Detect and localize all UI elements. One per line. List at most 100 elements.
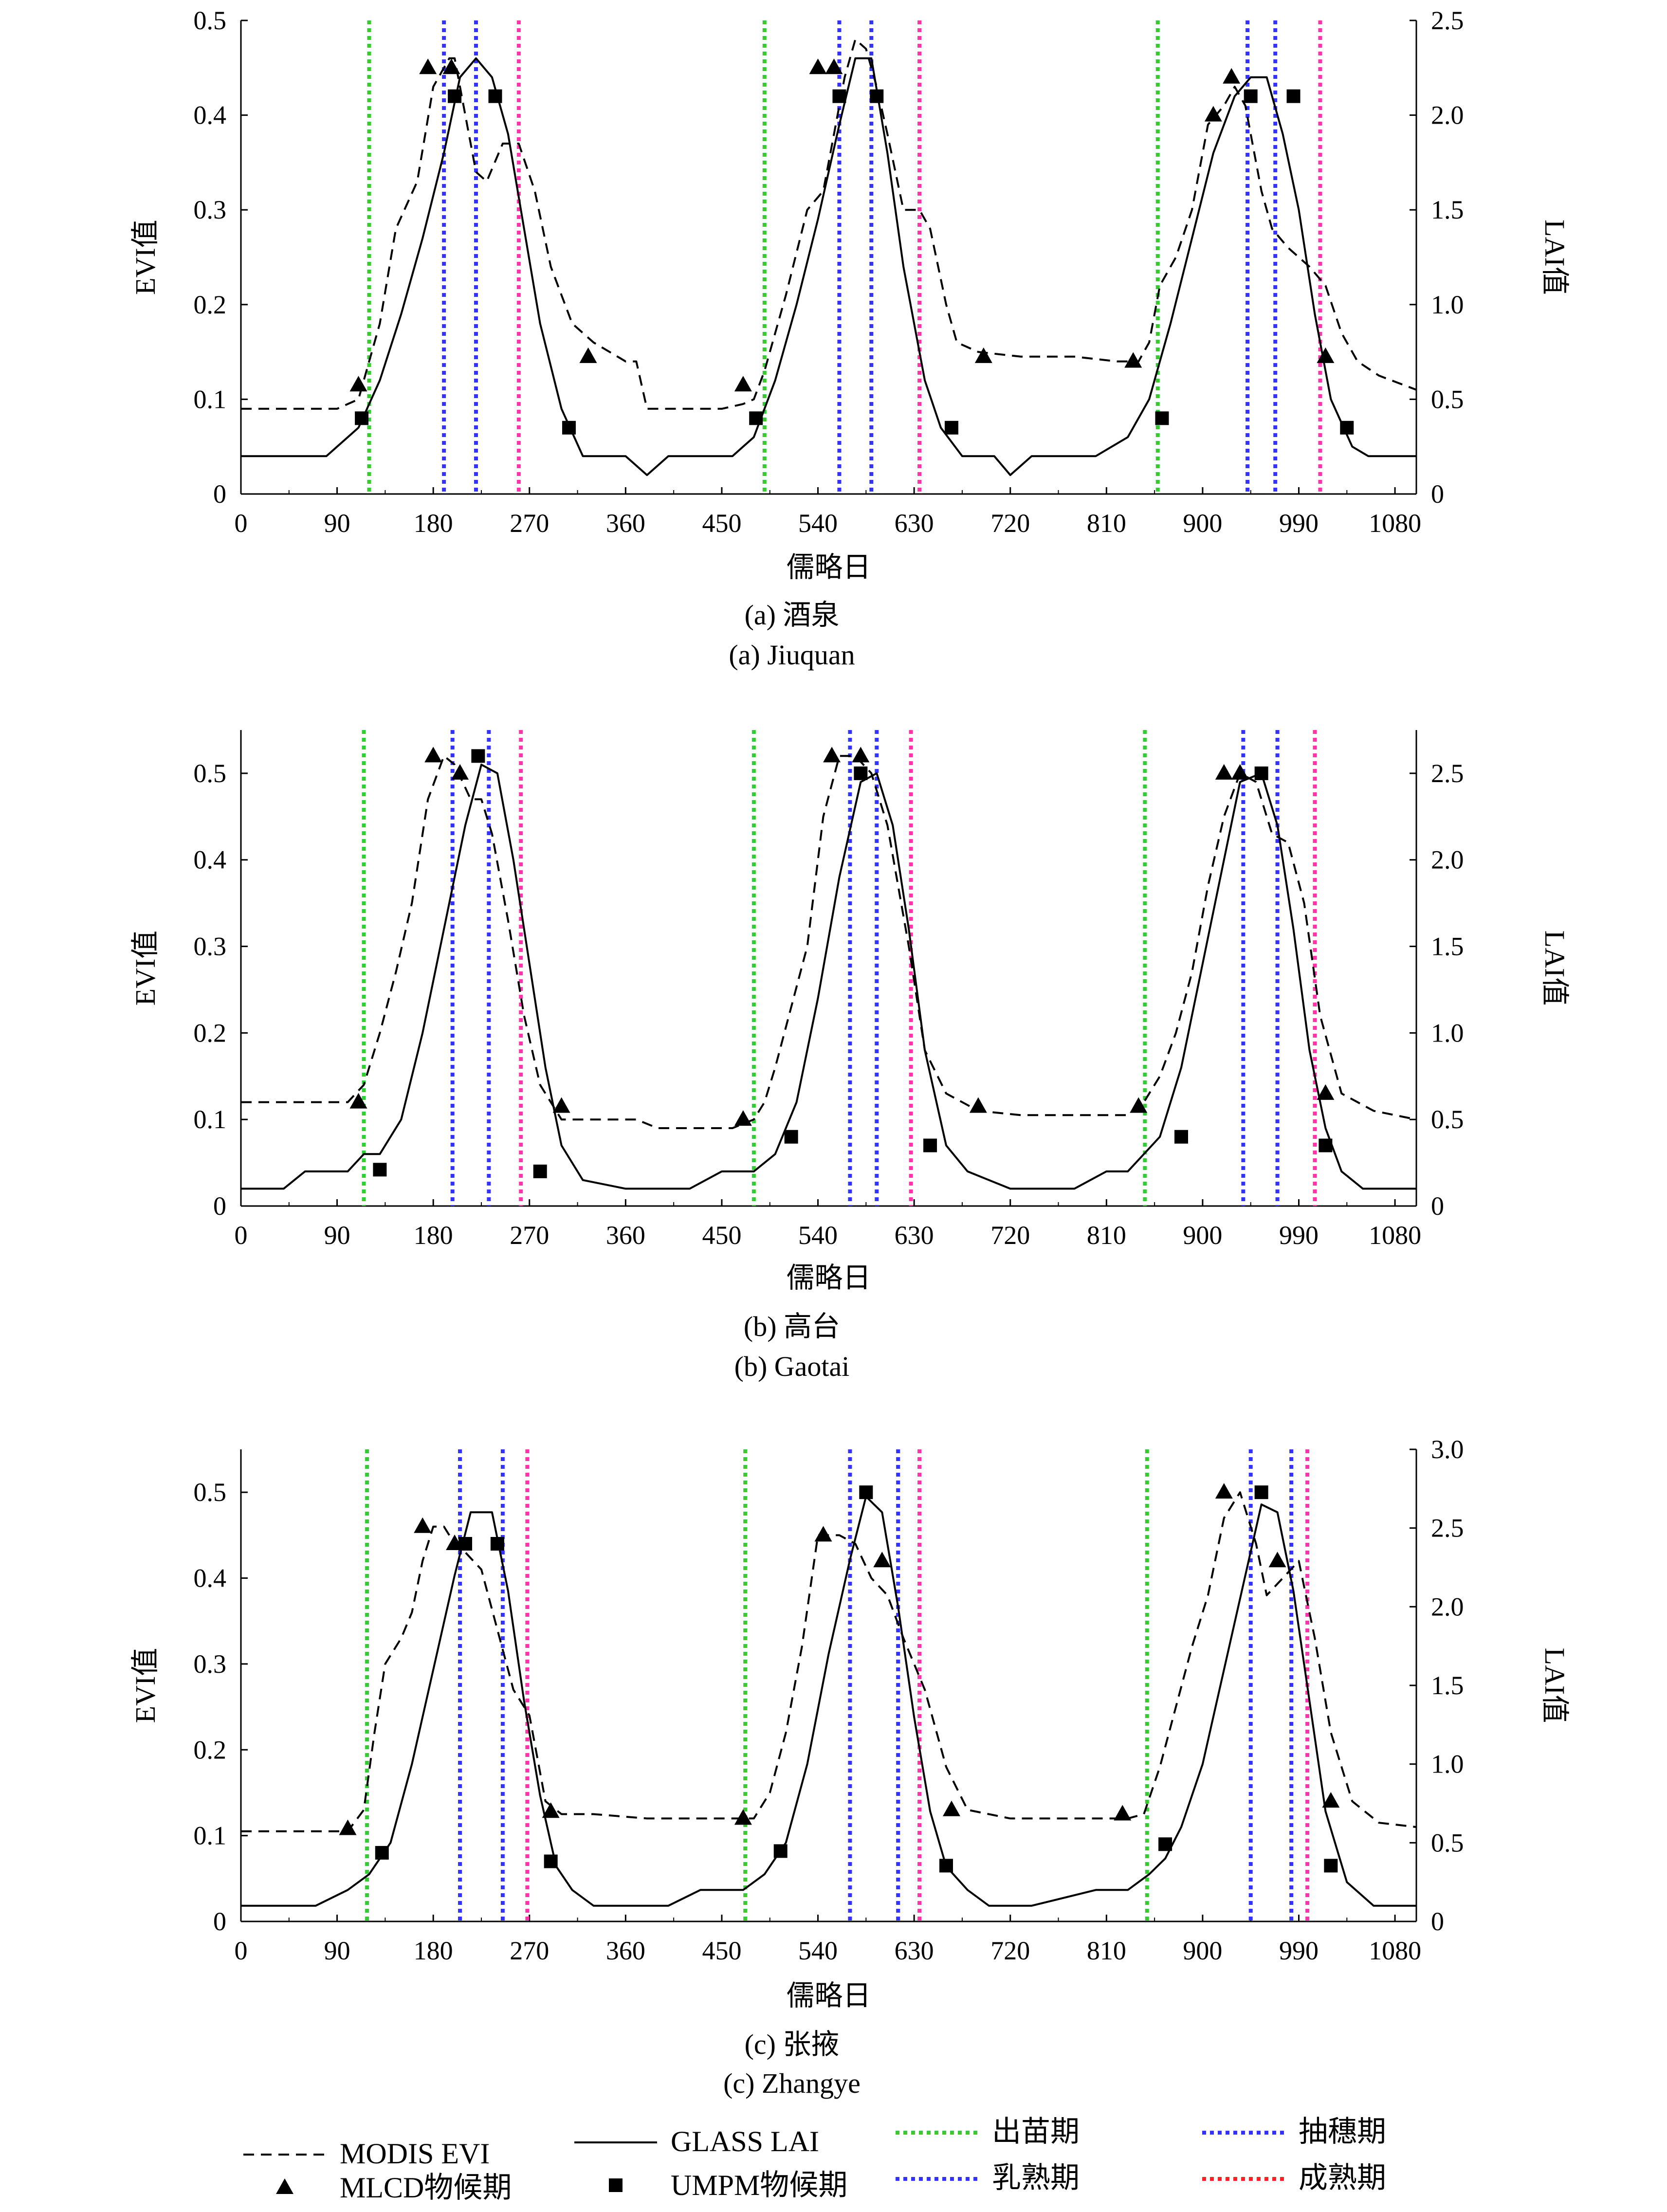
legend-item: 成熟期 [1202, 2162, 1386, 2194]
y-left-tick-label: 0.4 [194, 101, 227, 130]
umpm-marker [1158, 1837, 1172, 1851]
mlcd-marker [823, 747, 841, 763]
umpm-marker [355, 411, 369, 425]
y-left-tick-label: 0 [213, 1191, 226, 1221]
y-left-tick-label: 0.4 [194, 1564, 227, 1593]
x-tick-label: 360 [606, 1221, 645, 1250]
umpm-marker [375, 1846, 389, 1860]
y-right-tick-label: 2.5 [1431, 1514, 1464, 1543]
mlcd-marker [1124, 352, 1142, 368]
y-left-tick-label: 0.2 [194, 1018, 227, 1047]
mlcd-marker [424, 747, 442, 763]
umpm-marker [1155, 411, 1169, 425]
mlcd-marker [825, 58, 843, 74]
caption-cn: (b) 高台 [744, 1311, 840, 1342]
umpm-marker [1324, 1859, 1338, 1873]
x-axis-title: 儒略日 [786, 551, 871, 583]
x-tick-label: 450 [702, 509, 741, 538]
caption-cn: (a) 酒泉 [745, 599, 840, 631]
y-right-tick-label: 2.0 [1431, 1592, 1464, 1621]
y-right-tick-label: 3.0 [1431, 1435, 1464, 1464]
mlcd-marker [349, 376, 367, 392]
x-tick-label: 900 [1183, 1221, 1222, 1250]
legend-label: 乳熟期 [992, 2162, 1080, 2194]
mlcd-marker [734, 1110, 752, 1126]
x-tick-label: 1080 [1369, 1936, 1421, 1965]
umpm-marker [488, 89, 502, 103]
x-tick-label: 0 [235, 1936, 248, 1965]
x-tick-label: 180 [414, 1221, 453, 1250]
glass-lai-line [241, 57, 1416, 476]
y-right-tick-label: 2.0 [1431, 101, 1464, 130]
y-right-tick-label: 0 [1431, 1191, 1444, 1221]
x-tick-label: 990 [1279, 1221, 1319, 1250]
x-tick-label: 990 [1279, 509, 1319, 538]
legend-label: MLCD物候期 [340, 2172, 512, 2204]
y-right-tick-label: 0 [1431, 479, 1444, 509]
x-tick-label: 1080 [1369, 509, 1421, 538]
caption-en: (a) Jiuquan [729, 639, 855, 671]
y-left-tick-label: 0.3 [194, 195, 227, 224]
umpm-marker [458, 1537, 473, 1551]
umpm-marker [870, 89, 884, 103]
umpm-marker [1286, 89, 1301, 103]
mlcd-marker [1215, 764, 1233, 780]
umpm-marker [1340, 420, 1354, 435]
mlcd-marker [552, 1097, 570, 1113]
mlcd-marker [339, 1819, 357, 1835]
y-left-tick-label: 0.4 [194, 845, 227, 875]
mlcd-marker [814, 1526, 832, 1542]
umpm-marker [1254, 1485, 1268, 1499]
legend-label: MODIS EVI [340, 2138, 490, 2170]
umpm-marker [1319, 1138, 1333, 1152]
legend-label: 抽穗期 [1299, 2116, 1386, 2148]
y-left-tick-label: 0 [213, 479, 226, 509]
umpm-marker [533, 1164, 547, 1178]
x-tick-label: 450 [702, 1221, 741, 1250]
legend-item: 抽穗期 [1202, 2116, 1386, 2148]
mlcd-marker [969, 1097, 987, 1113]
mlcd-marker [1114, 1805, 1132, 1821]
y-axis-left-title: EVI值 [129, 931, 161, 1006]
umpm-marker [859, 1485, 873, 1499]
chart-panel-3: 0 90 180 270 360 450 540 630 720 810 900 990 1080 0 0.… [129, 1435, 1571, 2099]
y-right-tick-label: 1.0 [1431, 1750, 1464, 1779]
umpm-marker [923, 1138, 937, 1152]
y-right-tick-label: 2.5 [1431, 6, 1464, 35]
modis-evi-line [241, 38, 1417, 410]
x-tick-label: 360 [606, 509, 645, 538]
x-tick-label: 270 [510, 1936, 549, 1965]
mlcd-marker [1231, 764, 1249, 780]
umpm-marker [854, 766, 868, 780]
x-tick-label: 90 [324, 1221, 350, 1250]
mlcd-marker [734, 1809, 752, 1825]
y-left-tick-label: 0.2 [194, 1735, 227, 1764]
mlcd-marker [451, 764, 469, 780]
mlcd-marker [442, 58, 460, 74]
x-axis-title: 儒略日 [786, 1262, 871, 1294]
x-tick-label: 540 [798, 1936, 838, 1965]
legend-swatch-triangle [276, 2178, 293, 2194]
umpm-marker [373, 1163, 387, 1177]
umpm-marker [784, 1130, 798, 1144]
y-left-tick-label: 0.1 [194, 1821, 227, 1850]
umpm-marker [773, 1844, 788, 1858]
x-tick-label: 810 [1087, 1936, 1126, 1965]
x-tick-label: 540 [798, 1221, 838, 1250]
umpm-marker [1244, 89, 1258, 103]
mlcd-marker [1317, 1084, 1335, 1100]
y-left-tick-label: 0.5 [194, 1478, 227, 1507]
chart-panel-2: 0 90 180 270 360 450 540 630 720 810 900 990 1080 0 0.… [129, 730, 1571, 1382]
y-right-tick-label: 2.0 [1431, 845, 1464, 875]
y-axis-right-title: LAI值 [1539, 931, 1571, 1006]
mlcd-marker [414, 1517, 432, 1533]
x-tick-label: 180 [414, 1936, 453, 1965]
y-right-tick-label: 0.5 [1431, 384, 1464, 414]
legend-label: GLASS LAI [671, 2125, 819, 2157]
mlcd-marker [542, 1802, 560, 1818]
y-axis-right-title: LAI值 [1539, 1648, 1571, 1723]
y-left-tick-label: 0.3 [194, 932, 227, 961]
x-axis-title: 儒略日 [786, 1980, 871, 2011]
mlcd-marker [349, 1093, 367, 1109]
mlcd-marker [1204, 106, 1222, 122]
